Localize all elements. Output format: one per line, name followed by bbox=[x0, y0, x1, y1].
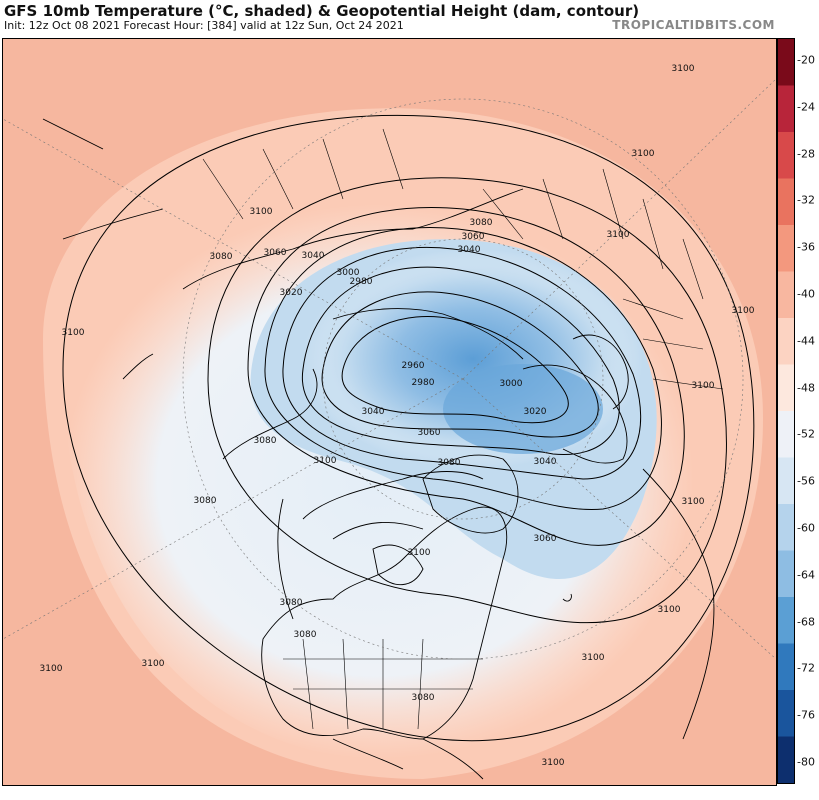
greenland-coast bbox=[422, 454, 519, 534]
siberia-coast bbox=[332, 308, 524, 360]
contour-label-3080: 3080 bbox=[280, 598, 303, 608]
contour-labels: 3100 3100 3100 3100 3100 3100 3100 3100 3100 3100… bbox=[40, 64, 755, 768]
contour-3020 bbox=[282, 246, 642, 480]
colorbar-tick-label: -32 bbox=[797, 193, 815, 207]
contour-label-3080: 3080 bbox=[412, 693, 435, 703]
contour-label-3100: 3100 bbox=[672, 64, 695, 74]
contour-label-3100: 3100 bbox=[658, 605, 681, 615]
contour-label-3100: 3100 bbox=[250, 207, 273, 217]
contour-label-3040: 3040 bbox=[362, 407, 385, 417]
mexico-coast bbox=[332, 738, 484, 780]
cold-center-zone bbox=[443, 364, 603, 454]
contour-label-3100: 3100 bbox=[40, 664, 63, 674]
colorbar-tick-label: -28 bbox=[797, 147, 815, 161]
contour-label-3040: 3040 bbox=[302, 251, 325, 261]
scandinavia-coast bbox=[572, 334, 629, 410]
contour-label-3100: 3100 bbox=[142, 659, 165, 669]
contour-label-3000: 3000 bbox=[337, 268, 360, 278]
contour-label-3020: 3020 bbox=[280, 288, 303, 298]
temperature-colorbar bbox=[777, 38, 795, 784]
contour-label-3000: 3000 bbox=[500, 379, 523, 389]
canada-arctic-coast bbox=[302, 471, 484, 540]
contour-label-3060: 3060 bbox=[264, 248, 287, 258]
contour-3060 bbox=[247, 207, 685, 546]
japan-coast bbox=[122, 353, 154, 380]
colorbar-tick-label: -24 bbox=[797, 100, 815, 114]
height-contours bbox=[62, 114, 755, 742]
contour-label-3100: 3100 bbox=[682, 497, 705, 507]
colorbar-tick-label: -76 bbox=[797, 708, 815, 722]
colorbar-tick-label: -60 bbox=[797, 521, 815, 535]
contour-label-3060: 3060 bbox=[462, 232, 485, 242]
contour-label-3060: 3060 bbox=[534, 534, 557, 544]
colorbar-labels: -20 -24 -28 -32 -36 -40 -44 -48 -52 -56 -60 -64 -68 -… bbox=[797, 38, 819, 784]
colorbar-tick-label: -44 bbox=[797, 334, 815, 348]
contour-label-3100: 3100 bbox=[632, 149, 655, 159]
contour-3100 bbox=[62, 114, 755, 742]
contour-label-3100: 3100 bbox=[542, 758, 565, 768]
colorbar-tick-label: -72 bbox=[797, 661, 815, 675]
colorbar-tick-label: -36 bbox=[797, 240, 815, 254]
contour-label-3080: 3080 bbox=[294, 630, 317, 640]
contour-label-3100: 3100 bbox=[408, 548, 431, 558]
colorbar-tick-label: -68 bbox=[797, 615, 815, 629]
colorbar-tick-label: -56 bbox=[797, 474, 815, 488]
contour-label-3100: 3100 bbox=[732, 306, 755, 316]
colorbar-tick-label: -80 bbox=[797, 755, 815, 769]
contour-label-3080: 3080 bbox=[470, 218, 493, 228]
africa-coast bbox=[642, 468, 715, 740]
political-borders bbox=[202, 128, 724, 730]
contour-label-2960: 2960 bbox=[402, 361, 425, 371]
europe-coast bbox=[522, 364, 628, 464]
contour-label-3040: 3040 bbox=[458, 245, 481, 255]
map-frame: 3100 3100 3100 3100 3100 3100 3100 3100 3100 3100… bbox=[2, 38, 777, 786]
contour-label-3080: 3080 bbox=[438, 458, 461, 468]
contour-3000 bbox=[301, 266, 620, 456]
contour-label-2980: 2980 bbox=[350, 277, 373, 287]
west-coast-na bbox=[277, 498, 294, 620]
contour-label-3100: 3100 bbox=[607, 230, 630, 240]
alaska-coast bbox=[222, 368, 318, 460]
contour-3080 bbox=[207, 177, 727, 624]
contour-label-3100: 3100 bbox=[62, 328, 85, 338]
contour-2960 bbox=[341, 315, 569, 424]
contour-label-2980: 2980 bbox=[412, 378, 435, 388]
graticule bbox=[3, 78, 776, 660]
site-credit: TROPICALTIDBITS.COM bbox=[612, 18, 775, 32]
china-coast bbox=[62, 208, 164, 240]
hudson-bay-coast bbox=[372, 544, 424, 586]
contour-label-3100: 3100 bbox=[314, 456, 337, 466]
contour-label-3020: 3020 bbox=[524, 407, 547, 417]
contour-label-3080: 3080 bbox=[210, 252, 233, 262]
contour-label-3080: 3080 bbox=[254, 436, 277, 446]
contour-label-3100: 3100 bbox=[582, 653, 605, 663]
contour-label-3080: 3080 bbox=[194, 496, 217, 506]
contour-label-3040: 3040 bbox=[534, 457, 557, 467]
contour-2980 bbox=[321, 291, 599, 438]
atlantic-islands bbox=[562, 593, 572, 602]
colorbar-tick-label: -64 bbox=[797, 568, 815, 582]
india-coast bbox=[42, 118, 104, 150]
colorbar-tick-label: -20 bbox=[797, 53, 815, 67]
contour-label-3060: 3060 bbox=[418, 428, 441, 438]
chart-header: GFS 10mb Temperature (°C, shaded) & Geop… bbox=[0, 0, 819, 36]
polar-stereographic-map: 3100 3100 3100 3100 3100 3100 3100 3100 3100 3100… bbox=[3, 39, 776, 785]
map-title: GFS 10mb Temperature (°C, shaded) & Geop… bbox=[4, 2, 640, 20]
colorbar-tick-label: -52 bbox=[797, 427, 815, 441]
contour-3040 bbox=[264, 227, 662, 511]
colorbar-tick-label: -40 bbox=[797, 287, 815, 301]
colorbar-tick-label: -48 bbox=[797, 381, 815, 395]
map-subtitle: Init: 12z Oct 08 2021 Forecast Hour: [38… bbox=[4, 19, 404, 32]
contour-label-3100: 3100 bbox=[692, 381, 715, 391]
